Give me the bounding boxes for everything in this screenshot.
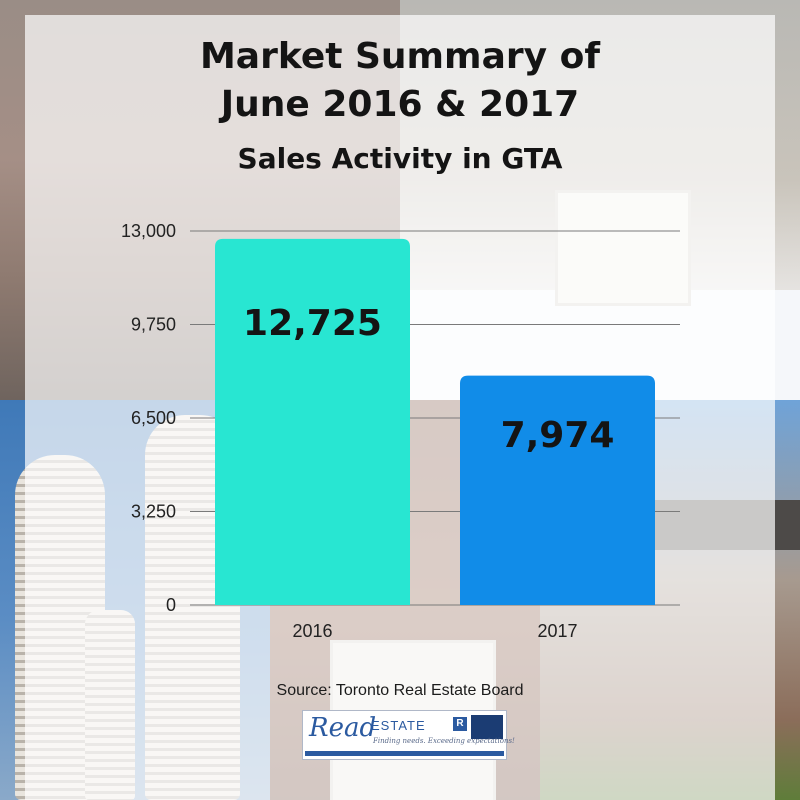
subtitle: Sales Activity in GTA bbox=[237, 142, 563, 175]
brokerage-logo: Read ESTATE R Finding needs. Exceeding e… bbox=[302, 710, 515, 760]
logo-underline bbox=[305, 751, 504, 756]
x-tick-label: 2017 bbox=[537, 621, 577, 641]
logo-word-read: Read bbox=[309, 713, 377, 743]
y-tick-label: 6,500 bbox=[131, 408, 176, 428]
y-tick-label: 3,250 bbox=[131, 502, 176, 522]
bar-value-label: 7,974 bbox=[501, 415, 615, 456]
title-line-1: Market Summary of bbox=[199, 36, 601, 77]
bar-2016 bbox=[215, 238, 410, 605]
source-credit: Source: Toronto Real Estate Board bbox=[276, 682, 524, 699]
coldwell-banker-logo-icon bbox=[471, 715, 503, 739]
x-tick-label: 2016 bbox=[292, 621, 332, 641]
y-tick-label: 0 bbox=[166, 595, 176, 615]
title-line-2: June 2016 & 2017 bbox=[220, 84, 580, 125]
logo-r-icon: R bbox=[453, 717, 467, 731]
y-tick-label: 13,000 bbox=[121, 221, 176, 241]
logo-word-estate: ESTATE bbox=[371, 718, 426, 733]
y-tick-label: 9,750 bbox=[131, 315, 176, 335]
bar-2017 bbox=[460, 375, 655, 605]
bar-value-label: 12,725 bbox=[243, 303, 382, 344]
logo-tagline: Finding needs. Exceeding expectations! bbox=[373, 737, 515, 745]
